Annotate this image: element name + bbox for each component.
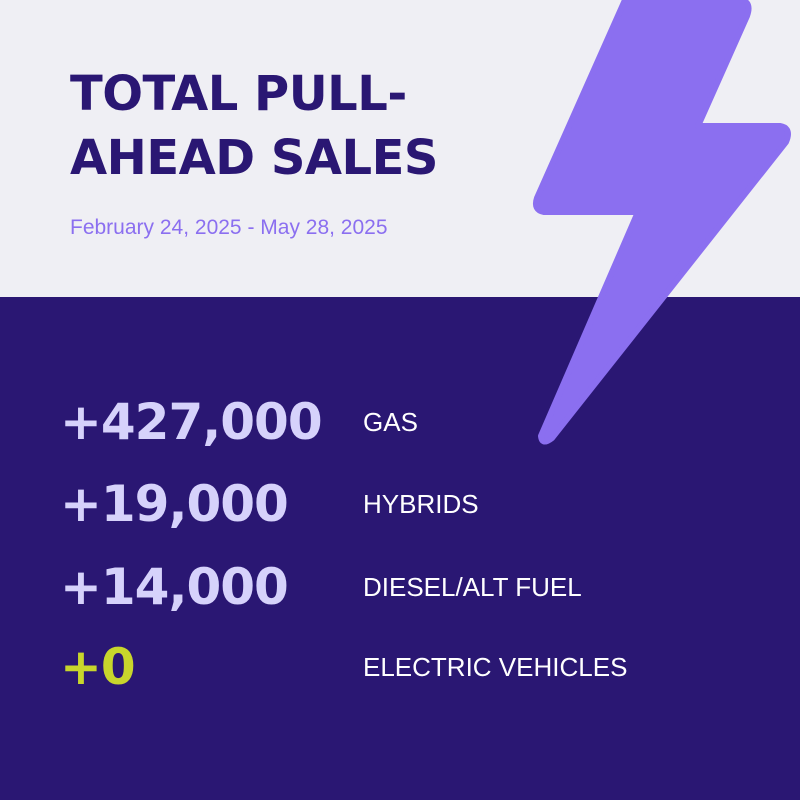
stats-panel xyxy=(0,297,800,800)
stat-label: ELECTRIC VEHICLES xyxy=(363,652,628,682)
title-line-1: TOTAL PULL- xyxy=(70,66,407,122)
stat-value: +427,000 xyxy=(60,393,323,451)
date-range: February 24, 2025 - May 28, 2025 xyxy=(70,216,388,239)
stat-value: +19,000 xyxy=(60,475,289,533)
stat-row-diesel-alt-fuel: +14,000 DIESEL/ALT FUEL xyxy=(0,552,800,622)
page-title: TOTAL PULL- AHEAD SALES xyxy=(70,62,530,190)
stat-value: +0 xyxy=(60,638,136,696)
stat-value: +14,000 xyxy=(60,558,289,616)
stat-label: GAS xyxy=(363,407,418,437)
stat-row-hybrids: +19,000 HYBRIDS xyxy=(0,469,800,539)
stat-label: DIESEL/ALT FUEL xyxy=(363,572,582,602)
title-line-2: AHEAD SALES xyxy=(70,130,438,186)
stat-label: HYBRIDS xyxy=(363,489,479,519)
stat-row-electric-vehicles: +0 ELECTRIC VEHICLES xyxy=(0,632,800,702)
stat-row-gas: +427,000 GAS xyxy=(0,387,800,457)
